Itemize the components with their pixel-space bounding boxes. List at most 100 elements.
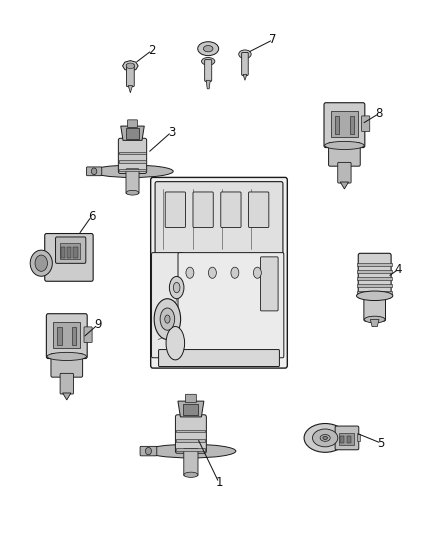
Ellipse shape: [165, 315, 170, 323]
FancyBboxPatch shape: [362, 116, 370, 132]
Ellipse shape: [203, 45, 213, 52]
Ellipse shape: [313, 429, 338, 447]
Bar: [357, 270, 392, 273]
Bar: [57, 327, 62, 345]
Bar: [120, 152, 145, 154]
FancyBboxPatch shape: [126, 169, 139, 194]
FancyBboxPatch shape: [140, 446, 157, 456]
Bar: [357, 277, 392, 280]
FancyBboxPatch shape: [338, 163, 351, 183]
FancyBboxPatch shape: [152, 253, 183, 358]
Ellipse shape: [146, 445, 236, 458]
Text: 9: 9: [94, 318, 102, 331]
Polygon shape: [340, 182, 349, 189]
Text: 3: 3: [168, 125, 175, 139]
Bar: [177, 448, 205, 451]
FancyBboxPatch shape: [46, 314, 87, 359]
Ellipse shape: [231, 267, 239, 278]
Ellipse shape: [304, 424, 346, 453]
Bar: [177, 439, 205, 442]
FancyBboxPatch shape: [261, 257, 278, 311]
FancyBboxPatch shape: [45, 233, 93, 281]
Bar: [53, 321, 80, 348]
FancyBboxPatch shape: [328, 143, 360, 166]
Bar: [340, 435, 344, 443]
FancyBboxPatch shape: [151, 177, 287, 368]
Ellipse shape: [166, 327, 184, 360]
Ellipse shape: [198, 42, 219, 55]
FancyBboxPatch shape: [358, 253, 391, 298]
FancyBboxPatch shape: [84, 327, 92, 342]
FancyBboxPatch shape: [86, 167, 102, 176]
Ellipse shape: [364, 316, 385, 323]
Ellipse shape: [30, 250, 52, 276]
Ellipse shape: [126, 190, 139, 195]
Polygon shape: [178, 401, 204, 417]
FancyBboxPatch shape: [185, 394, 196, 403]
Ellipse shape: [160, 308, 175, 330]
FancyBboxPatch shape: [56, 237, 86, 263]
Ellipse shape: [201, 58, 215, 65]
Ellipse shape: [92, 168, 97, 175]
Bar: [60, 244, 80, 260]
Ellipse shape: [239, 50, 251, 59]
FancyBboxPatch shape: [221, 192, 241, 228]
Text: 5: 5: [378, 437, 385, 450]
FancyBboxPatch shape: [205, 60, 212, 82]
Bar: [126, 128, 139, 139]
Ellipse shape: [184, 472, 198, 478]
Bar: [347, 435, 351, 443]
Bar: [339, 433, 354, 445]
Polygon shape: [371, 319, 379, 327]
FancyBboxPatch shape: [176, 415, 206, 453]
Ellipse shape: [47, 352, 86, 360]
Polygon shape: [121, 126, 144, 140]
FancyBboxPatch shape: [165, 192, 185, 228]
FancyBboxPatch shape: [118, 138, 147, 173]
FancyBboxPatch shape: [155, 182, 283, 256]
Text: 1: 1: [215, 477, 223, 489]
Text: 2: 2: [148, 44, 156, 56]
Ellipse shape: [320, 434, 330, 441]
Polygon shape: [206, 80, 210, 89]
Text: 6: 6: [88, 210, 95, 223]
Polygon shape: [126, 63, 134, 69]
FancyBboxPatch shape: [60, 373, 74, 394]
FancyBboxPatch shape: [249, 192, 269, 228]
FancyBboxPatch shape: [184, 448, 198, 476]
FancyBboxPatch shape: [335, 426, 359, 450]
Polygon shape: [123, 61, 138, 71]
FancyBboxPatch shape: [193, 192, 213, 228]
Bar: [357, 291, 392, 294]
Ellipse shape: [357, 291, 393, 301]
FancyBboxPatch shape: [51, 354, 83, 377]
Polygon shape: [243, 75, 247, 80]
FancyBboxPatch shape: [324, 103, 365, 148]
Ellipse shape: [170, 277, 184, 298]
Ellipse shape: [145, 447, 152, 455]
Text: 7: 7: [269, 33, 277, 46]
Bar: [120, 169, 145, 171]
FancyBboxPatch shape: [364, 293, 385, 321]
Ellipse shape: [254, 267, 261, 278]
Polygon shape: [63, 393, 71, 400]
Ellipse shape: [186, 267, 194, 278]
Bar: [120, 160, 145, 163]
Bar: [184, 404, 198, 415]
Text: 8: 8: [375, 107, 383, 120]
Ellipse shape: [208, 267, 216, 278]
FancyBboxPatch shape: [178, 253, 284, 358]
Bar: [331, 111, 358, 137]
Ellipse shape: [325, 141, 364, 150]
Polygon shape: [128, 86, 133, 93]
FancyBboxPatch shape: [127, 64, 134, 87]
Ellipse shape: [173, 282, 180, 293]
FancyBboxPatch shape: [127, 120, 138, 127]
Bar: [60, 247, 65, 259]
FancyBboxPatch shape: [159, 350, 279, 367]
FancyBboxPatch shape: [242, 52, 248, 76]
Bar: [357, 263, 392, 266]
Bar: [177, 430, 205, 432]
Ellipse shape: [92, 165, 173, 177]
Bar: [73, 247, 78, 259]
